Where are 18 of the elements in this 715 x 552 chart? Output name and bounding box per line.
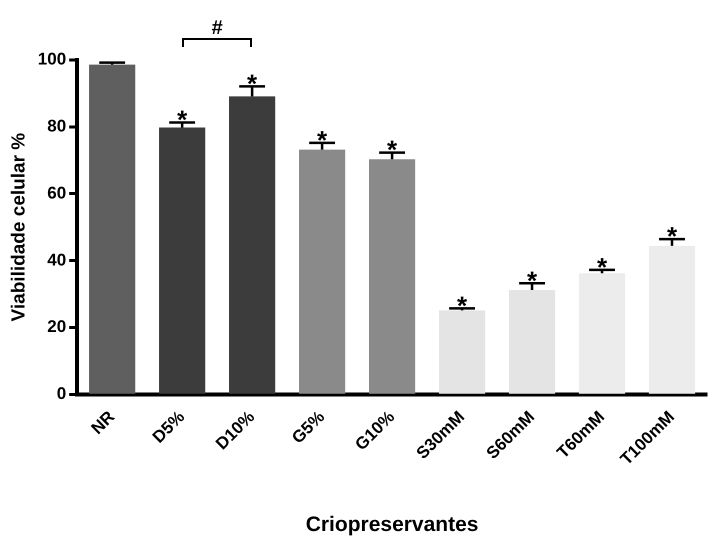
text: # (212, 17, 223, 39)
y-axis-title: Viabilidade celular % (8, 132, 30, 322)
annotation: * (247, 68, 258, 98)
y-tick-label: 0 (56, 384, 66, 403)
annotation: * (317, 124, 328, 155)
annotation: * (596, 252, 608, 282)
y-tick-label: 100 (38, 50, 66, 69)
annotation: * (457, 290, 468, 320)
y-tick-label: 40 (47, 250, 66, 270)
annotation: * (387, 134, 398, 165)
annotation: * (177, 104, 188, 135)
y-tick-label: 80 (47, 116, 66, 136)
annotation: * (526, 265, 538, 296)
x-tick-label: NR (87, 407, 118, 438)
annotation: * (666, 221, 678, 252)
y-tick-label: 60 (47, 183, 66, 202)
y-tick-label: 20 (47, 317, 66, 336)
x-axis-title: Criopreservantes (306, 513, 478, 536)
